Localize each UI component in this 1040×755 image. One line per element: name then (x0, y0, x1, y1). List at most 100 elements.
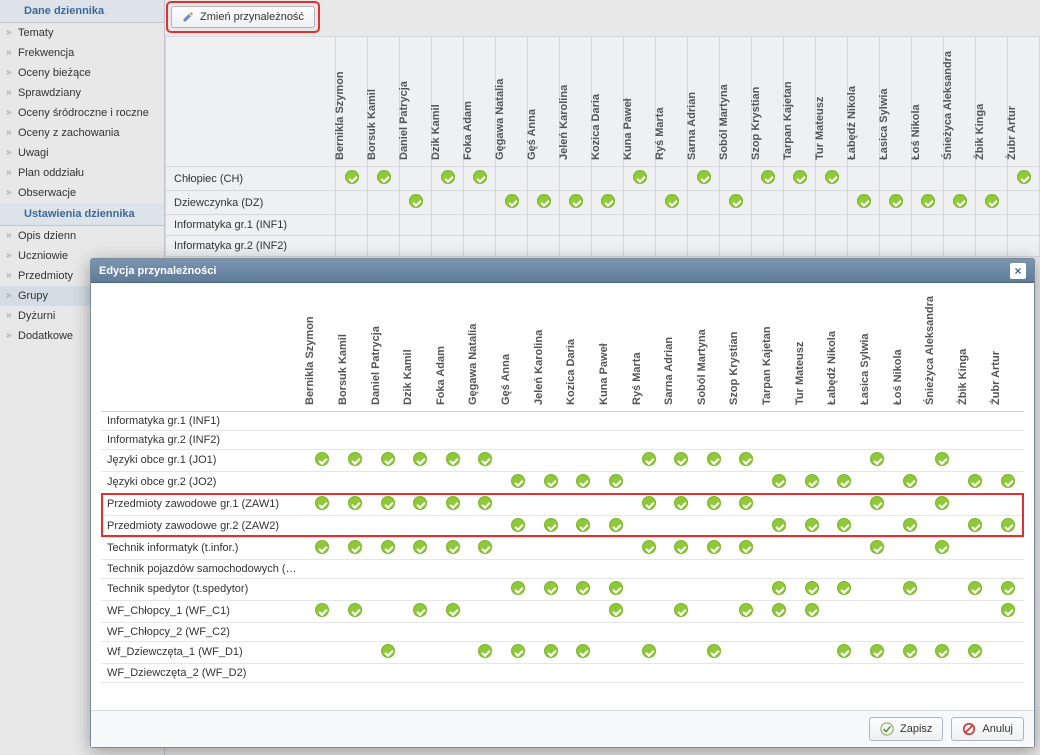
membership-cell[interactable] (339, 430, 372, 449)
membership-cell[interactable] (306, 641, 339, 663)
membership-cell[interactable] (763, 622, 796, 641)
membership-cell[interactable] (469, 449, 502, 471)
membership-cell[interactable] (959, 578, 992, 600)
membership-cell[interactable] (306, 430, 339, 449)
membership-cell[interactable] (828, 641, 861, 663)
membership-cell[interactable] (600, 515, 633, 537)
membership-cell[interactable] (828, 622, 861, 641)
membership-cell[interactable] (534, 641, 567, 663)
membership-cell[interactable] (730, 515, 763, 537)
membership-cell[interactable] (567, 449, 600, 471)
membership-cell[interactable] (600, 493, 633, 515)
membership-cell[interactable] (469, 559, 502, 578)
membership-cell[interactable] (534, 471, 567, 493)
membership-cell[interactable] (600, 537, 633, 559)
membership-cell[interactable] (828, 493, 861, 515)
membership-cell[interactable] (600, 411, 633, 430)
membership-cell[interactable] (861, 578, 894, 600)
membership-cell[interactable] (795, 411, 828, 430)
membership-cell[interactable] (502, 471, 535, 493)
membership-cell[interactable] (763, 559, 796, 578)
membership-cell[interactable] (404, 515, 437, 537)
membership-cell[interactable] (404, 449, 437, 471)
membership-cell[interactable] (339, 471, 372, 493)
membership-cell[interactable] (861, 493, 894, 515)
membership-cell[interactable] (893, 622, 926, 641)
membership-cell[interactable] (795, 471, 828, 493)
membership-cell[interactable] (502, 559, 535, 578)
membership-cell[interactable] (991, 493, 1024, 515)
membership-cell[interactable] (339, 449, 372, 471)
membership-cell[interactable] (926, 411, 959, 430)
membership-cell[interactable] (534, 430, 567, 449)
membership-cell[interactable] (665, 449, 698, 471)
membership-cell[interactable] (371, 471, 404, 493)
membership-cell[interactable] (534, 515, 567, 537)
membership-cell[interactable] (665, 515, 698, 537)
membership-cell[interactable] (339, 641, 372, 663)
membership-cell[interactable] (861, 471, 894, 493)
membership-cell[interactable] (567, 537, 600, 559)
membership-cell[interactable] (437, 471, 470, 493)
membership-cell[interactable] (763, 411, 796, 430)
membership-cell[interactable] (665, 622, 698, 641)
membership-cell[interactable] (828, 600, 861, 622)
membership-cell[interactable] (306, 663, 339, 682)
membership-cell[interactable] (306, 449, 339, 471)
membership-cell[interactable] (991, 471, 1024, 493)
membership-cell[interactable] (632, 600, 665, 622)
membership-cell[interactable] (567, 663, 600, 682)
membership-cell[interactable] (502, 578, 535, 600)
membership-cell[interactable] (437, 600, 470, 622)
membership-cell[interactable] (730, 663, 763, 682)
membership-cell[interactable] (991, 578, 1024, 600)
membership-cell[interactable] (632, 493, 665, 515)
membership-cell[interactable] (795, 641, 828, 663)
membership-cell[interactable] (632, 471, 665, 493)
membership-cell[interactable] (698, 471, 731, 493)
membership-cell[interactable] (665, 663, 698, 682)
membership-cell[interactable] (371, 537, 404, 559)
membership-cell[interactable] (861, 641, 894, 663)
membership-cell[interactable] (567, 430, 600, 449)
membership-cell[interactable] (306, 411, 339, 430)
membership-cell[interactable] (437, 578, 470, 600)
membership-cell[interactable] (893, 578, 926, 600)
membership-cell[interactable] (698, 663, 731, 682)
membership-cell[interactable] (567, 578, 600, 600)
membership-cell[interactable] (795, 449, 828, 471)
membership-cell[interactable] (861, 559, 894, 578)
membership-cell[interactable] (632, 515, 665, 537)
save-button[interactable]: Zapisz (869, 717, 943, 741)
membership-cell[interactable] (763, 515, 796, 537)
membership-cell[interactable] (339, 622, 372, 641)
membership-cell[interactable] (404, 537, 437, 559)
membership-cell[interactable] (861, 537, 894, 559)
membership-cell[interactable] (567, 411, 600, 430)
membership-cell[interactable] (339, 515, 372, 537)
membership-cell[interactable] (730, 600, 763, 622)
membership-cell[interactable] (306, 471, 339, 493)
membership-cell[interactable] (861, 600, 894, 622)
membership-cell[interactable] (371, 600, 404, 622)
membership-cell[interactable] (795, 600, 828, 622)
membership-cell[interactable] (763, 471, 796, 493)
membership-cell[interactable] (567, 471, 600, 493)
membership-cell[interactable] (306, 493, 339, 515)
membership-cell[interactable] (763, 600, 796, 622)
membership-cell[interactable] (991, 600, 1024, 622)
membership-cell[interactable] (893, 641, 926, 663)
membership-cell[interactable] (437, 515, 470, 537)
membership-cell[interactable] (600, 471, 633, 493)
membership-cell[interactable] (437, 622, 470, 641)
membership-cell[interactable] (665, 537, 698, 559)
membership-cell[interactable] (502, 641, 535, 663)
membership-cell[interactable] (665, 471, 698, 493)
membership-cell[interactable] (828, 559, 861, 578)
membership-cell[interactable] (926, 641, 959, 663)
membership-cell[interactable] (600, 641, 633, 663)
membership-cell[interactable] (371, 449, 404, 471)
membership-cell[interactable] (469, 411, 502, 430)
membership-cell[interactable] (959, 515, 992, 537)
membership-cell[interactable] (730, 449, 763, 471)
